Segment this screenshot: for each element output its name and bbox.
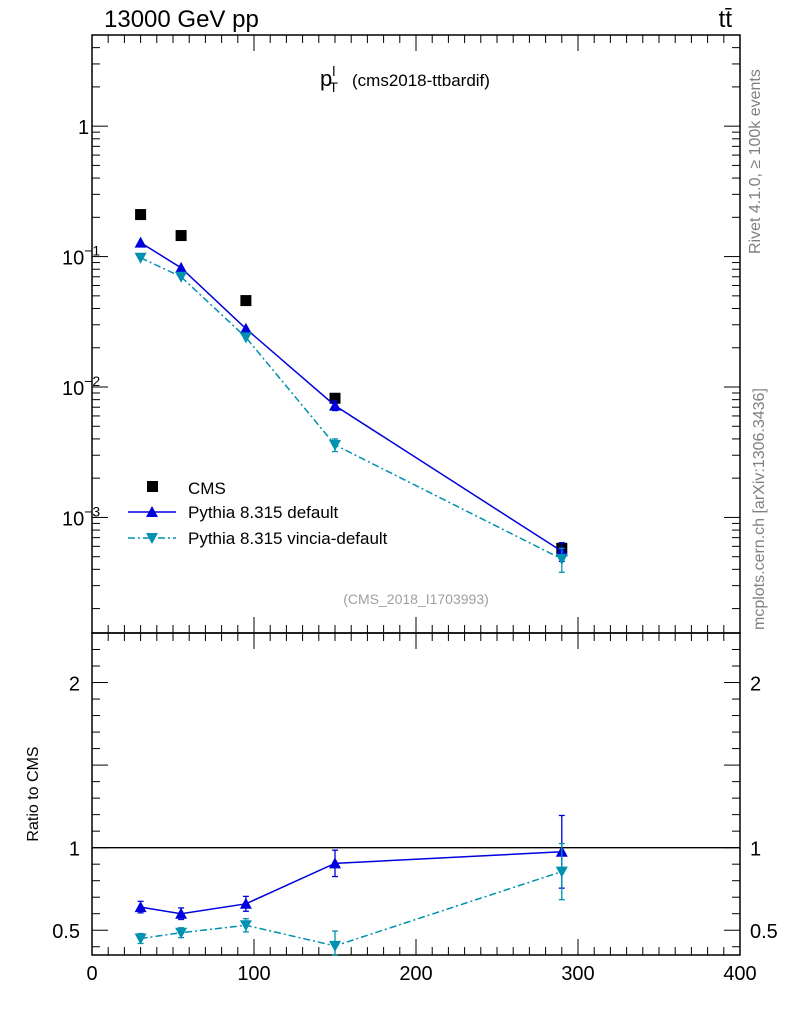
ratio-y-tick-label-left: 2 [69, 674, 80, 696]
plot-title: pl T [320, 63, 338, 95]
ratio-data-point-1 [329, 940, 341, 952]
legend-vincia-label: Pythia 8.315 vincia-default [188, 529, 388, 548]
main-y-tick-base: 10 [62, 248, 84, 270]
title-sub: T [329, 79, 338, 95]
title-sup: l [332, 63, 335, 79]
ratio-series-line-0 [140, 851, 562, 915]
x-tick-label: 200 [399, 963, 432, 985]
analysis-watermark: (CMS_2018_I1703993) [343, 591, 489, 607]
main-y-tick-exponent: −2 [84, 373, 100, 389]
ratio-data-point-0 [134, 901, 147, 913]
main-data-point-2 [175, 271, 188, 283]
ratio-y-axis-label: Ratio to CMS [25, 746, 42, 841]
main-data-point-2 [329, 439, 341, 451]
main-data-point-0 [135, 209, 147, 221]
main-y-tick-base: 10 [62, 508, 84, 530]
energy-label: 13000 GeV pp [104, 6, 259, 33]
ratio-data-point-1 [134, 933, 147, 945]
main-data-point-1 [329, 399, 341, 411]
main-data-point-2 [239, 332, 252, 344]
main-data-point-1 [175, 261, 188, 273]
legend-cms-marker [147, 481, 158, 492]
main-data-point-0 [329, 392, 341, 404]
main-data-point-2 [134, 252, 147, 264]
main-data-point-2 [555, 554, 568, 566]
x-tick-label: 300 [561, 963, 594, 985]
legend-vincia-marker [146, 533, 158, 544]
ratio-y-tick-label-left: 1 [69, 839, 80, 861]
main-y-tick-base: 1 [78, 117, 89, 139]
x-tick-label: 100 [237, 963, 270, 985]
source-label: mcplots.cern.ch [arXiv:1306.3436] [751, 388, 768, 630]
main-y-tick-exponent: −1 [84, 243, 100, 259]
ratio-data-point-1 [555, 866, 568, 878]
title-main: p [320, 66, 332, 91]
ratio-y-tick-label-right: 0.5 [750, 921, 778, 943]
x-tick-label: 0 [86, 963, 97, 985]
main-data-point-1 [134, 236, 147, 248]
legend: CMS Pythia 8.315 default Pythia 8.315 vi… [128, 479, 388, 548]
ratio-y-tick-label-right: 2 [750, 674, 761, 696]
main-y-tick-label: 10−3 [62, 503, 100, 530]
main-y-tick-label: 1 [78, 117, 89, 139]
legend-default-marker [146, 506, 158, 517]
rivet-version-label: Rivet 4.1.0, ≥ 100k events [747, 69, 764, 254]
process-label: tt̄ [719, 6, 733, 33]
legend-cms-label: CMS [188, 479, 226, 498]
ratio-data-point-0 [239, 897, 252, 909]
plot-title-suffix: (cms2018-ttbardif) [352, 71, 490, 90]
main-data-point-1 [239, 322, 252, 334]
main-y-tick-label: 10−1 [62, 243, 100, 270]
ratio-data-point-0 [329, 857, 341, 869]
main-data-point-0 [240, 295, 252, 307]
ratio-data-point-0 [175, 907, 188, 919]
x-tick-label: 400 [723, 963, 756, 985]
ratio-panel-frame [91, 632, 741, 956]
ratio-data-point-1 [175, 927, 188, 939]
ratio-data-point-1 [239, 920, 252, 932]
main-data-point-0 [175, 230, 187, 242]
main-y-tick-label: 10−2 [62, 373, 100, 400]
ratio-y-tick-label-left: 0.5 [52, 921, 80, 943]
ratio-y-tick-label-right: 1 [750, 839, 761, 861]
ratio-series-line-1 [140, 870, 563, 947]
main-y-tick-base: 10 [62, 378, 84, 400]
legend-default-label: Pythia 8.315 default [188, 503, 339, 522]
main-y-tick-exponent: −3 [84, 503, 100, 519]
